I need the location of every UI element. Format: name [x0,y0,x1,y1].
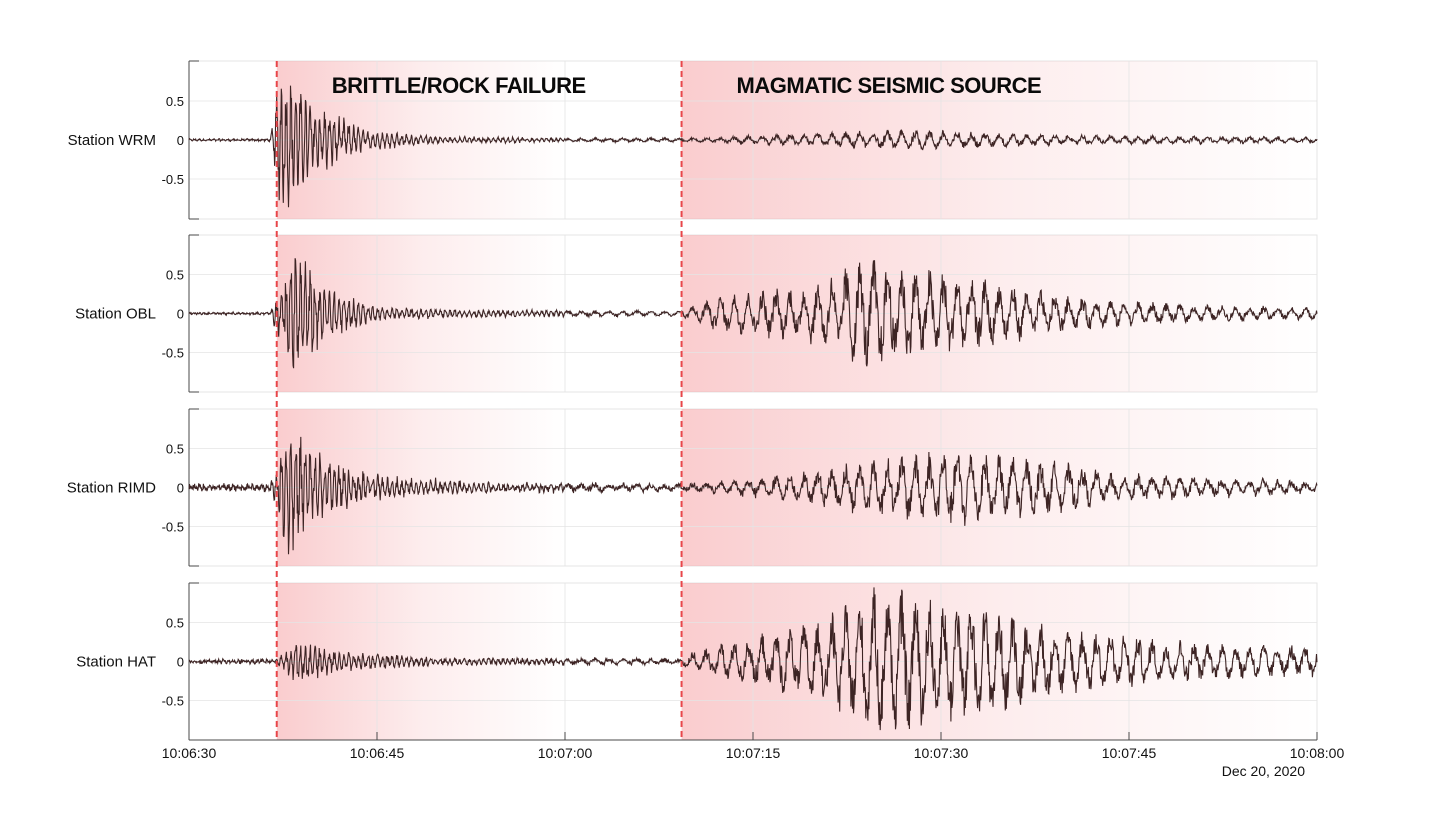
y-tick-label: 0 [177,481,184,496]
waveform-trace [188,258,1318,369]
x-tick-label: 10:06:30 [162,745,217,761]
x-tick-label: 10:07:30 [914,745,969,761]
y-tick-label: -0.5 [162,172,184,187]
y-tick-label: 0 [177,307,184,322]
y-tick-label: 0.5 [166,94,184,109]
x-tick-label: 10:07:00 [538,745,593,761]
series-label: Station RIMD [67,480,156,497]
y-tick-label: -0.5 [162,694,184,709]
waveform-trace [188,436,1318,555]
y-tick-label: 0.5 [166,616,184,631]
waveform-trace [188,85,1318,208]
y-tick-label: 0 [177,133,184,148]
series-label: Station HAT [76,654,156,671]
x-tick-label: 10:06:45 [350,745,405,761]
waveform-trace [188,587,1318,731]
x-tick-label: 10:08:00 [1290,745,1345,761]
event-marker-label: BRITTLE/ROCK FAILURE [332,73,586,98]
y-tick-label: 0 [177,655,184,670]
y-tick-label: 0.5 [166,442,184,457]
x-date-label: Dec 20, 2020 [1222,763,1305,779]
x-tick-label: 10:07:15 [726,745,781,761]
y-tick-label: -0.5 [162,346,184,361]
event-marker-label: MAGMATIC SEISMIC SOURCE [737,73,1042,98]
series-label: Station WRM [68,132,156,149]
y-tick-label: 0.5 [166,268,184,283]
x-tick-label: 10:07:45 [1102,745,1157,761]
y-tick-label: -0.5 [162,520,184,535]
series-label: Station OBL [75,306,156,323]
